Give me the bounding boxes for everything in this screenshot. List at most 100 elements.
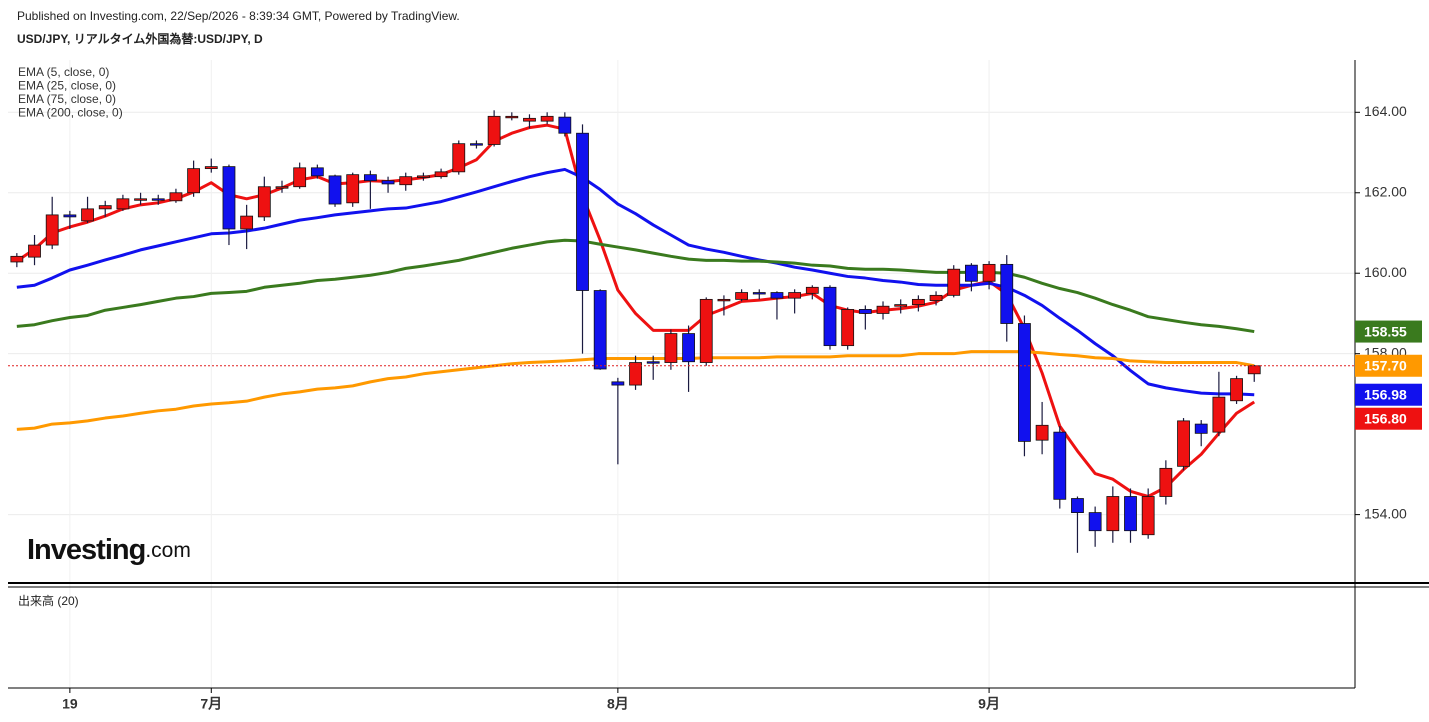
candle-body xyxy=(1000,263,1014,324)
candle-body xyxy=(240,215,254,230)
legend-entry: EMA (75, close, 0) xyxy=(18,92,116,106)
candle-body xyxy=(45,214,59,246)
price-badge-label: 156.98 xyxy=(1364,386,1407,402)
price-badge-label: 157.70 xyxy=(1364,357,1407,373)
candle-body xyxy=(1212,396,1226,433)
candle-body xyxy=(187,168,201,194)
candle-body xyxy=(169,192,183,202)
y-tick-label: 164.00 xyxy=(1364,103,1407,119)
x-tick-label: 19 xyxy=(62,696,78,712)
y-tick-label: 160.00 xyxy=(1364,264,1407,280)
x-tick-label: 8月 xyxy=(607,696,629,712)
candle-body xyxy=(81,208,94,222)
candle-body xyxy=(1247,365,1261,375)
ema-line xyxy=(16,167,1255,397)
candle-body xyxy=(28,244,41,258)
candle-body xyxy=(540,115,554,122)
candle-body xyxy=(1230,378,1243,402)
candle-body xyxy=(982,263,996,282)
candle-body xyxy=(788,292,802,299)
candle-body xyxy=(363,174,377,182)
candle-body xyxy=(1159,467,1173,497)
candle-body xyxy=(63,214,77,218)
candle-body xyxy=(841,309,855,347)
y-tick-label: 154.00 xyxy=(1364,505,1407,521)
price-badge xyxy=(1355,383,1422,406)
candle-body xyxy=(1106,496,1120,532)
candle-body xyxy=(487,115,501,145)
price-badges: 158.55 157.70 156.98 156.80 xyxy=(1355,320,1422,430)
candle-body xyxy=(1053,431,1067,500)
x-tick-label: 7月 xyxy=(200,696,222,712)
candle-body xyxy=(929,294,943,301)
candle-body xyxy=(328,175,342,205)
candle-body xyxy=(310,167,324,177)
candle-body xyxy=(1018,323,1031,442)
ema-line xyxy=(16,238,1255,334)
candle-body xyxy=(222,166,236,230)
candle-body xyxy=(947,268,961,296)
candle-body xyxy=(752,292,766,295)
candle-body xyxy=(664,333,678,363)
candle-body xyxy=(116,198,130,210)
candle-body xyxy=(257,186,271,218)
candle-body xyxy=(735,292,749,300)
candle-body xyxy=(381,180,395,185)
price-badge xyxy=(1355,407,1422,430)
candle-body xyxy=(434,171,448,178)
candle-body xyxy=(682,333,695,363)
caption: Published on Investing.com, 22/Sep/2026 … xyxy=(17,9,460,23)
price-badge xyxy=(1355,320,1422,343)
candle-body xyxy=(965,264,978,282)
candle-body xyxy=(1088,512,1102,532)
candle-body xyxy=(876,305,890,314)
candle-body xyxy=(452,143,466,173)
candle-body xyxy=(1071,498,1084,513)
chart-title: USD/JPY, リアルタイム外国為替:USD/JPY, D xyxy=(17,31,263,46)
candle-body xyxy=(1177,420,1190,467)
candle-body xyxy=(1035,424,1049,441)
candle-body xyxy=(275,186,289,189)
price-badge-label: 158.55 xyxy=(1364,323,1407,339)
candle-body xyxy=(611,381,625,386)
candle-body xyxy=(805,286,819,294)
price-badge xyxy=(1355,354,1422,377)
legend-entry: EMA (25, close, 0) xyxy=(18,79,116,93)
candle-body xyxy=(293,167,307,188)
candle-body xyxy=(505,115,519,119)
candle-body xyxy=(204,166,218,170)
candle-body xyxy=(1141,496,1155,536)
candle-body xyxy=(646,361,660,364)
candle-body xyxy=(823,286,837,347)
candle-body xyxy=(717,298,731,302)
candle-body xyxy=(1124,496,1137,532)
candle-body xyxy=(10,255,24,263)
y-tick-label: 162.00 xyxy=(1364,183,1407,199)
candle-body xyxy=(558,116,572,134)
volume-title: 出来高 (20) xyxy=(18,593,79,608)
watermark-suffix: .com xyxy=(145,539,191,562)
plot-area xyxy=(8,110,1355,553)
candle-body xyxy=(858,309,872,314)
candle-body xyxy=(593,290,607,370)
watermark-brand: Investing.com xyxy=(27,534,191,566)
candle-body xyxy=(576,132,589,291)
candle-body xyxy=(1194,423,1208,434)
candle-body xyxy=(134,198,147,201)
candle-body xyxy=(399,176,413,186)
candle-body xyxy=(770,292,784,299)
candle-body xyxy=(151,198,165,201)
candle-body xyxy=(417,175,430,178)
candle-body xyxy=(911,298,925,306)
legend-entry: EMA (200, close, 0) xyxy=(18,106,123,120)
candle-body xyxy=(894,304,908,307)
candle-body xyxy=(629,362,642,386)
legend-entry: EMA (5, close, 0) xyxy=(18,65,109,79)
price-badge-label: 156.80 xyxy=(1364,410,1407,426)
x-tick-label: 9月 xyxy=(978,696,1000,712)
watermark-brand-text: Investing xyxy=(27,534,145,566)
candle-body xyxy=(98,205,112,210)
candle-body xyxy=(523,117,536,122)
